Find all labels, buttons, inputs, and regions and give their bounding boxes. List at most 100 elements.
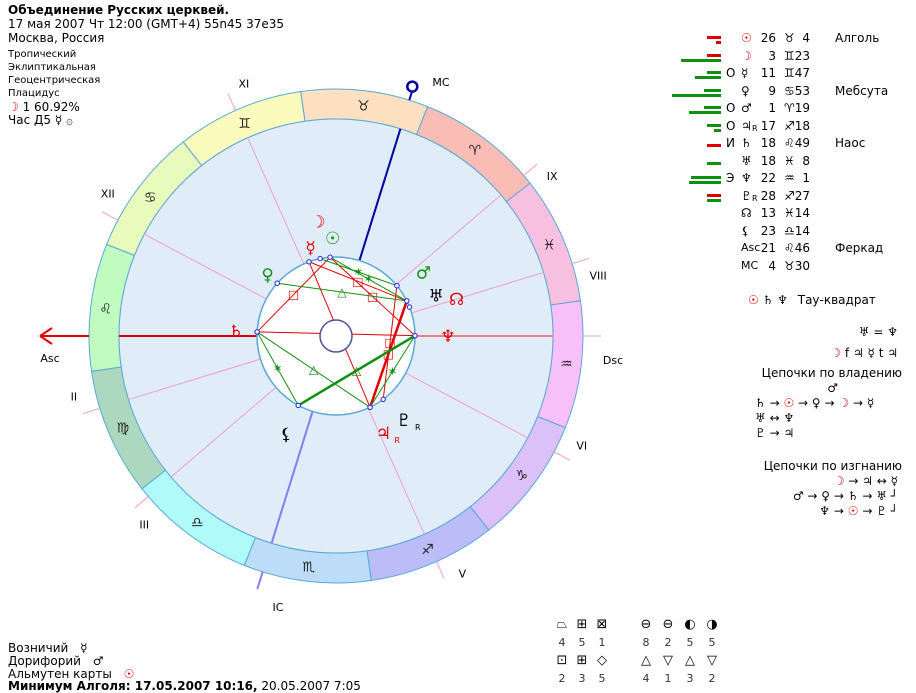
aspect-line-square <box>256 256 331 333</box>
doryphory: Дорифорий ♂ <box>8 654 104 668</box>
sign-glyph: ♊ <box>784 66 795 80</box>
house-cusp-tick <box>256 571 264 590</box>
house-cusp-tick <box>227 93 236 111</box>
house-label: II <box>71 391 78 404</box>
stat-count: 5 <box>686 636 694 649</box>
dignity-bar <box>691 176 721 179</box>
almuten-label: Альмутен карты <box>8 667 112 681</box>
stat-count: 4 <box>558 636 566 649</box>
aspect-line-square <box>368 300 408 408</box>
stat-count: 5 <box>598 672 606 685</box>
house-cusp-tick <box>436 561 445 579</box>
sign-glyph: ♓ <box>784 153 795 168</box>
mars-icon: ♂ <box>416 264 431 284</box>
jupiter-icon: ♃ <box>376 424 391 444</box>
minute-value: 14 <box>794 223 810 238</box>
algol-next-minimum: 20.05.2007 7:05 <box>261 679 361 693</box>
moon-point <box>317 255 323 262</box>
dignity-bar <box>716 41 721 44</box>
sextile-icon: ✶ <box>363 272 373 286</box>
stat-symbol-icon: ⊖ <box>640 617 652 632</box>
dignity-bar <box>707 71 721 74</box>
house-cusp-line <box>358 128 402 261</box>
house-cusp-line <box>405 372 528 439</box>
dignity-mark: О <box>726 101 736 115</box>
stat-count: 8 <box>642 636 650 649</box>
sign-glyph: ♓ <box>784 206 795 220</box>
stat-count: 1 <box>664 672 672 685</box>
house-cusp-tick <box>523 163 538 176</box>
sign-glyph: ♌ <box>784 241 795 255</box>
planet-glyph: ⚸ <box>741 223 750 238</box>
house-label: Dsc <box>603 354 623 367</box>
hour-ruler-icon: ۞ <box>66 113 74 127</box>
degree-value: 3 <box>768 48 776 63</box>
minute-value: 8 <box>802 153 810 168</box>
stat-count: 2 <box>664 636 672 649</box>
aspect-line-square <box>382 285 398 400</box>
retrograde-mark: R <box>752 123 758 133</box>
degree-value: 18 <box>760 136 776 150</box>
stat-symbol-icon: ⊞ <box>576 653 588 668</box>
degree-value: 28 <box>760 188 776 203</box>
minute-value: 18 <box>794 118 810 133</box>
zodiac-sign-glyph: ♍ <box>117 421 130 437</box>
degree-value: 23 <box>760 223 776 238</box>
dignity-bar <box>707 198 721 202</box>
house-label: Asc <box>40 352 59 365</box>
stat-symbol-icon: ⏢ <box>556 617 568 632</box>
minute-value: 23 <box>794 48 810 63</box>
retrograde-mark: R <box>415 423 421 432</box>
chart-datetime: 17 мая 2007 Чт 12:00 (GMT+4) 55n45 37e35 <box>8 17 285 31</box>
sun-icon: ☉ <box>325 229 340 249</box>
planet-glyph: ☊ <box>741 206 752 220</box>
zodiac-sign-glyph: ♎ <box>191 515 204 531</box>
dignity-bar <box>695 76 721 79</box>
configuration-glyphs: ☉ ♄ ♆ <box>748 293 788 307</box>
planet-glyph: ☉ <box>741 31 752 45</box>
stat-count: 4 <box>642 672 650 685</box>
house-cusp-line <box>144 233 267 300</box>
fixed-star: Мебсута <box>835 83 889 98</box>
zodiac-sign-glyph: ♏ <box>302 559 315 575</box>
stat-symbol-icon: △ <box>685 653 695 668</box>
moon-phase: ☽ 1 60.92% <box>8 100 80 114</box>
exile-chains-title: Цепочки по изгнанию <box>763 459 902 473</box>
stat-symbol-icon: ⊖ <box>662 617 674 632</box>
house-label: VI <box>576 439 587 452</box>
chain-line: ♄ → ☉ → ♀ → ☽ → ☿ <box>755 396 875 410</box>
dignity-mark: И <box>726 136 735 150</box>
neptune-point <box>412 332 418 339</box>
planet-glyph: Asc <box>741 241 761 254</box>
fixed-star: Наос <box>835 136 866 150</box>
moon-icon: ☽ <box>8 100 19 114</box>
house-cusp-line <box>170 386 277 478</box>
dignity-bar <box>707 161 721 165</box>
uranus-icon: ♅ <box>429 287 444 307</box>
dignity-mark: О <box>726 118 736 133</box>
square-icon: □ <box>352 274 363 288</box>
stat-count: 3 <box>578 672 586 685</box>
planet-glyph: ♆ <box>741 171 752 185</box>
planet-glyph: ♇ <box>741 188 752 203</box>
sign-glyph: ♌ <box>784 136 795 150</box>
planet-glyph: MC <box>741 258 759 272</box>
retrograde-mark: R <box>394 436 400 445</box>
sextile-icon: ✶ <box>353 265 363 279</box>
retrograde-mark: R <box>752 193 758 203</box>
dignity-bar <box>707 123 721 127</box>
house-label: III <box>139 519 149 532</box>
house-cusp-line <box>128 358 261 401</box>
position-row: ♅ 18 ♓ 8 <box>670 154 910 171</box>
moon-phase-value: 1 60.92% <box>22 100 80 114</box>
house-label: VIII <box>589 269 606 282</box>
zodiac-setting: Тропический <box>8 49 77 60</box>
aspect-line-square <box>308 261 407 302</box>
house-label: MC <box>432 76 449 89</box>
venus-icon: ♀ <box>261 265 273 285</box>
jupiter-point <box>367 404 373 410</box>
degree-value: 18 <box>760 153 776 168</box>
rulership-chains-title: Цепочки по владению <box>761 366 902 380</box>
dignity-bar <box>707 193 721 197</box>
